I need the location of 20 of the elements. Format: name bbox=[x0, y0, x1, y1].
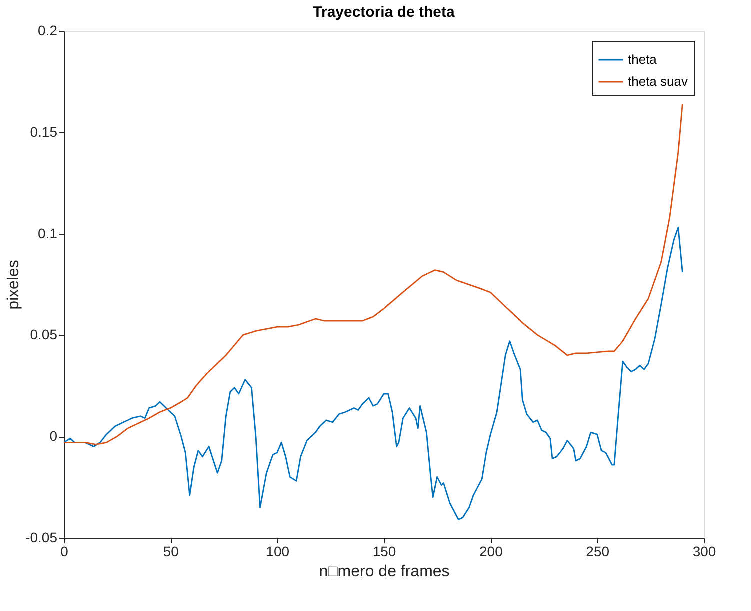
line-series bbox=[63, 103, 684, 446]
x-tick-label: 300 bbox=[692, 544, 716, 560]
legend-label: theta bbox=[628, 52, 658, 67]
line-series bbox=[63, 227, 684, 520]
y-tick-label: 0.15 bbox=[30, 124, 58, 140]
chart-title: Trayectoria de theta bbox=[313, 4, 456, 21]
y-axis-title: pixeles bbox=[6, 260, 23, 310]
y-tick-label: -0.05 bbox=[26, 530, 58, 546]
x-axis-title: n□mero de frames bbox=[319, 564, 450, 580]
x-tick-label: 250 bbox=[586, 544, 610, 560]
y-tick-label: 0 bbox=[50, 428, 58, 444]
x-tick-label: 200 bbox=[479, 544, 504, 560]
x-tick-label: 150 bbox=[372, 544, 396, 560]
x-tick-label: 0 bbox=[60, 544, 69, 560]
x-tick-label: 100 bbox=[266, 544, 290, 560]
legend-label: theta suav bbox=[628, 74, 688, 89]
x-tick-label: 50 bbox=[163, 544, 180, 560]
y-tick-label: 0.1 bbox=[38, 225, 58, 242]
y-tick-label: 0.2 bbox=[38, 22, 58, 38]
y-tick-label: 0.05 bbox=[30, 326, 58, 343]
